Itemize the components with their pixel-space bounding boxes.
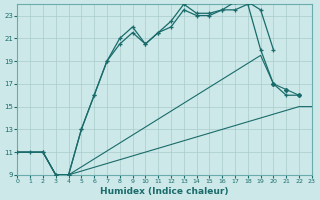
X-axis label: Humidex (Indice chaleur): Humidex (Indice chaleur) [100,187,229,196]
